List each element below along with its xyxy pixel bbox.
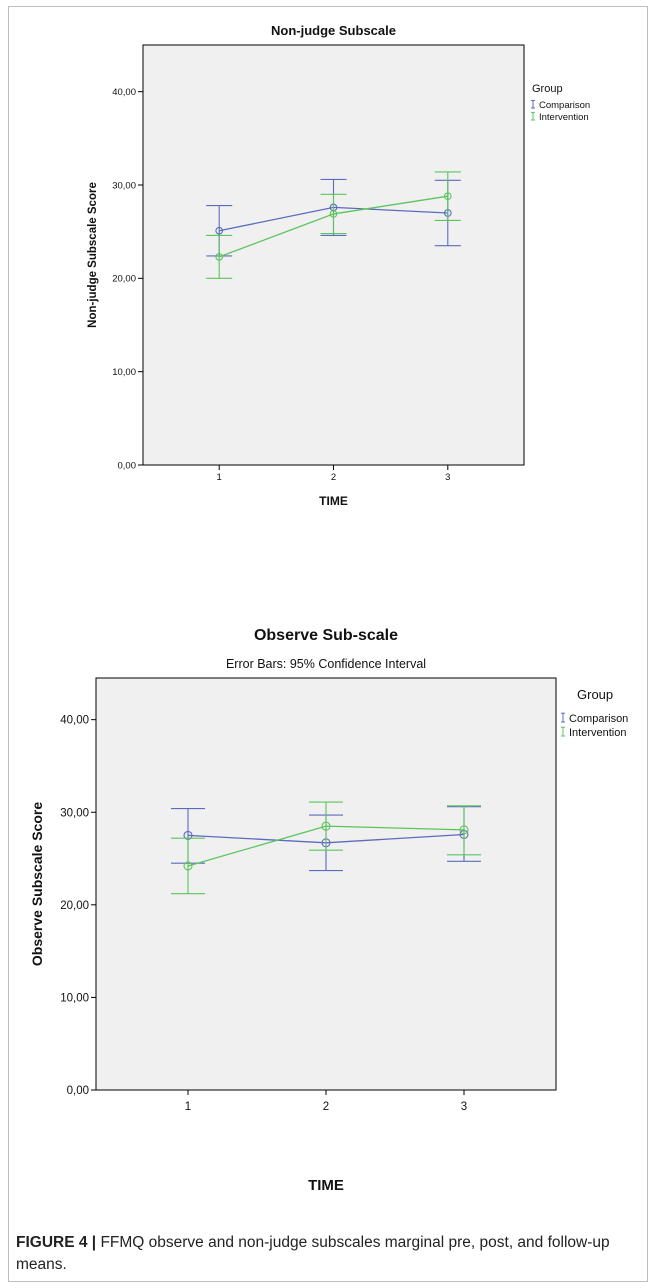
observe-chart-panel: Observe Sub-scale Error Bars: 95% Confide… (0, 615, 657, 1210)
y-tick-label: 0,00 (118, 460, 137, 471)
non-judge-chart: Non-judge SubscaleError Bars: 95% Confid… (87, 23, 590, 508)
y-tick-label: 10,00 (112, 367, 136, 378)
legend-title: Group (532, 83, 563, 95)
figure-caption: FIGURE 4 | FFMQ observe and non-judge su… (16, 1232, 646, 1276)
x-axis-label: TIME (308, 1177, 344, 1194)
x-tick-label: 3 (445, 472, 450, 483)
x-tick-label: 1 (217, 472, 222, 483)
legend-item-intervention: Intervention (561, 726, 626, 739)
caption-text: FFMQ observe and non-judge subscales mar… (16, 1234, 610, 1273)
x-axis-label: TIME (319, 494, 348, 508)
legend-label: Intervention (569, 727, 626, 739)
plot-area (142, 44, 525, 466)
y-axis-label: Non-judge Subscale Score (87, 182, 99, 328)
legend-label: Comparison (569, 713, 628, 725)
legend-label: Intervention (539, 112, 589, 123)
legend-item-comparison: Comparison (531, 99, 590, 111)
x-tick-label: 2 (323, 1101, 329, 1113)
y-tick-label: 20,00 (112, 274, 136, 285)
x-tick-label: 3 (461, 1101, 467, 1113)
data-point (443, 192, 452, 201)
y-tick-label: 0,00 (67, 1085, 89, 1097)
legend-title: Group (577, 687, 613, 702)
data-point (183, 861, 193, 871)
chart-title: Non-judge Subscale (271, 23, 396, 38)
data-point (215, 226, 224, 235)
data-point (215, 253, 224, 261)
x-tick-label: 1 (185, 1101, 191, 1113)
data-point (459, 825, 469, 835)
non-judge-chart-panel: Non-judge SubscaleError Bars: 95% Confid… (0, 0, 657, 520)
legend-label: Comparison (539, 100, 590, 111)
observe-chart: Observe Sub-scale Error Bars: 95% Confide… (29, 627, 628, 1194)
y-tick-label: 20,00 (60, 900, 89, 912)
chart-subtitle: Error Bars: 95% Confidence Interval (226, 657, 426, 671)
data-point (329, 210, 338, 218)
chart-title: Observe Sub-scale (254, 627, 398, 644)
y-tick-label: 10,00 (60, 992, 89, 1004)
y-tick-label: 40,00 (60, 715, 89, 727)
legend-item-intervention: Intervention (531, 111, 589, 123)
y-axis-label: Observe Subscale Score (29, 802, 45, 966)
y-tick-label: 30,00 (112, 180, 136, 191)
data-point (321, 821, 331, 831)
y-tick-label: 40,00 (112, 87, 136, 98)
plot-area (95, 677, 557, 1091)
x-tick-label: 2 (331, 472, 336, 483)
caption-label: FIGURE 4 | (16, 1234, 97, 1251)
y-tick-label: 30,00 (60, 807, 89, 819)
legend-item-comparison: Comparison (561, 712, 628, 725)
